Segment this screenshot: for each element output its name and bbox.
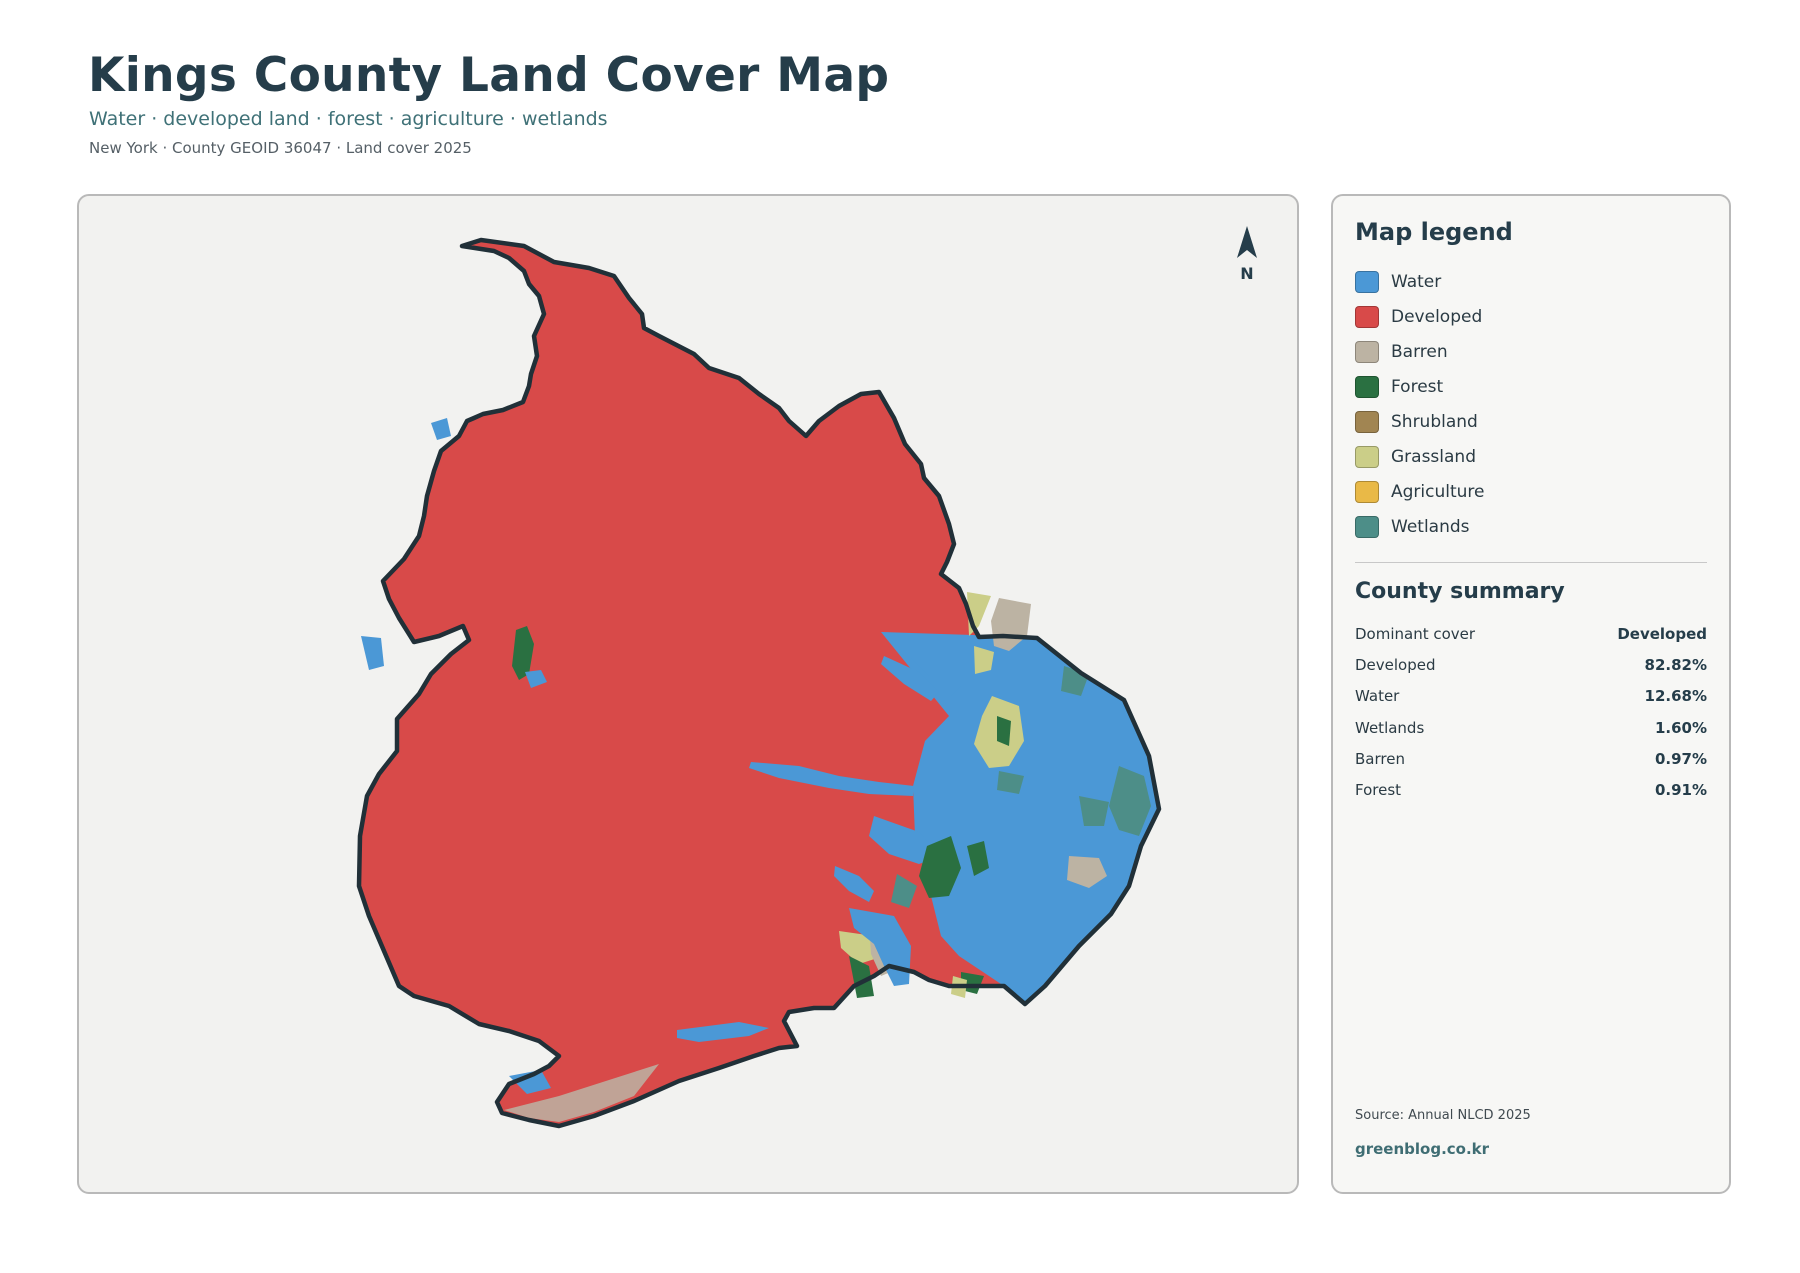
summary-label: Wetlands <box>1355 718 1425 737</box>
wetland-patch <box>891 874 917 908</box>
marsh-water <box>869 816 941 864</box>
swatch-wetlands <box>1355 515 1379 538</box>
coastline-barren <box>504 1064 659 1122</box>
jamaica-bay-water <box>881 632 1159 1004</box>
summary-label: Dominant cover <box>1355 624 1476 643</box>
forest-patch <box>961 972 984 994</box>
legend-item-water: Water <box>1355 264 1485 299</box>
legend-label: Grassland <box>1391 446 1476 467</box>
summary-row: Water 12.68% <box>1355 681 1707 712</box>
summary-value: 12.68% <box>1644 687 1707 706</box>
wetland-patch <box>1109 766 1151 836</box>
south-water <box>509 1070 551 1094</box>
summary-row: Dominant cover Developed <box>1355 618 1707 649</box>
swatch-barren <box>1355 340 1379 363</box>
land-cover-map[interactable] <box>79 196 1299 1194</box>
swatch-developed <box>1355 305 1379 328</box>
map-panel[interactable]: N <box>77 194 1299 1194</box>
inlet-water <box>911 648 961 696</box>
forest-patch <box>997 716 1011 746</box>
legend-label: Shrubland <box>1391 411 1478 432</box>
inlet-water <box>749 762 914 796</box>
swatch-shrubland <box>1355 410 1379 433</box>
summary-row: Barren 0.97% <box>1355 743 1707 774</box>
inlet-water <box>881 656 939 701</box>
park-forest <box>512 626 534 680</box>
summary-value: 1.60% <box>1654 718 1707 737</box>
swatch-grassland <box>1355 445 1379 468</box>
forest-patch <box>967 841 989 876</box>
legend-panel: Map legend Water Developed Barren Forest… <box>1331 194 1731 1194</box>
north-arrow-icon <box>1237 226 1257 258</box>
page-title: Kings County Land Cover Map <box>88 48 890 103</box>
swatch-forest <box>1355 375 1379 398</box>
barren-island <box>1067 856 1107 888</box>
swatch-agriculture <box>1355 480 1379 503</box>
legend-list: Water Developed Barren Forest Shrubland … <box>1355 264 1485 544</box>
summary-label: Forest <box>1355 781 1402 800</box>
legend-divider <box>1355 562 1707 563</box>
legend-item-wetlands: Wetlands <box>1355 509 1485 544</box>
legend-item-grassland: Grassland <box>1355 439 1485 474</box>
forest-patch <box>919 836 961 898</box>
legend-item-shrubland: Shrubland <box>1355 404 1485 439</box>
legend-item-agriculture: Agriculture <box>1355 474 1485 509</box>
legend-title: Map legend <box>1355 218 1513 246</box>
summary-value: 0.97% <box>1654 749 1707 768</box>
inlet-water <box>677 1022 769 1042</box>
page-subtitle: Water · developed land · forest · agricu… <box>89 108 608 130</box>
north-water <box>431 418 451 440</box>
legend-label: Water <box>1391 271 1442 292</box>
summary-row: Wetlands 1.60% <box>1355 712 1707 743</box>
park-water <box>525 670 547 688</box>
summary-label: Water <box>1355 687 1400 706</box>
wetland-patch <box>1079 796 1109 826</box>
summary-row: Developed 82.82% <box>1355 649 1707 680</box>
source-note: Source: Annual NLCD 2025 <box>1355 1108 1531 1123</box>
grassland-patch <box>974 646 994 674</box>
legend-label: Developed <box>1391 306 1483 327</box>
legend-label: Wetlands <box>1391 516 1470 537</box>
legend-label: Barren <box>1391 341 1448 362</box>
legend-label: Forest <box>1391 376 1444 397</box>
wetland-patch <box>997 771 1024 794</box>
legend-item-developed: Developed <box>1355 299 1485 334</box>
north-label: N <box>1240 264 1254 283</box>
summary-row: Forest 0.91% <box>1355 774 1707 805</box>
site-link[interactable]: greenblog.co.kr <box>1355 1140 1490 1158</box>
summary-value: 82.82% <box>1644 655 1707 674</box>
summary-value: Developed <box>1617 624 1707 643</box>
inlet-water <box>834 866 874 902</box>
summary-value: 0.91% <box>1654 781 1707 800</box>
legend-item-forest: Forest <box>1355 369 1485 404</box>
summary-label: Barren <box>1355 749 1405 768</box>
summary-label: Developed <box>1355 655 1436 674</box>
swatch-water <box>1355 270 1379 293</box>
page-meta: New York · County GEOID 36047 · Land cov… <box>89 139 472 157</box>
legend-label: Agriculture <box>1391 481 1485 502</box>
summary-title: County summary <box>1355 579 1565 604</box>
summary-table: Dominant cover Developed Developed 82.82… <box>1355 618 1707 806</box>
west-shore-water <box>361 636 384 670</box>
legend-item-barren: Barren <box>1355 334 1485 369</box>
county-boundary <box>356 237 1162 1129</box>
